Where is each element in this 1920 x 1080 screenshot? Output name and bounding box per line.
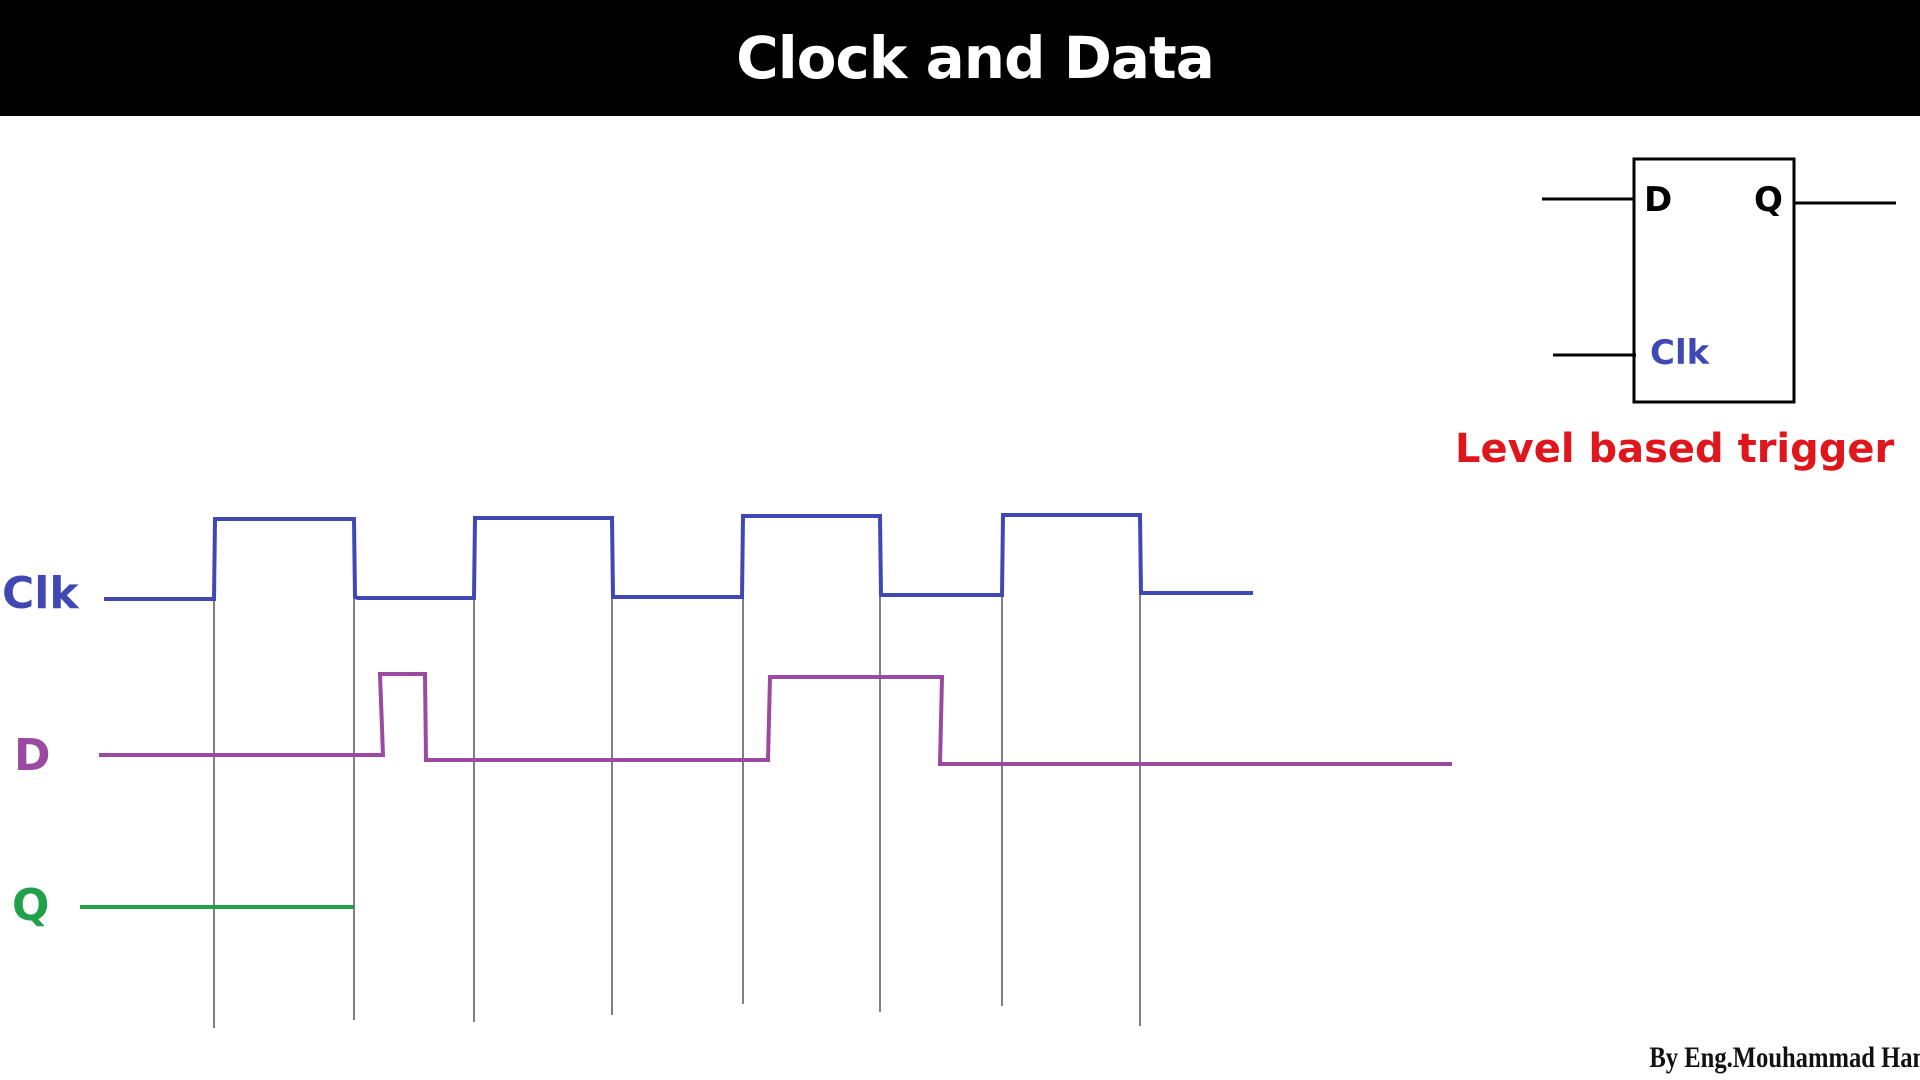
- signal-label-clk: Clk: [2, 568, 80, 619]
- author-credit: By Eng.Mouhammad Hamsho: [1649, 1041, 1920, 1074]
- flipflop-d-label: D: [1644, 180, 1672, 220]
- page-title: Clock and Data: [736, 24, 1215, 92]
- trigger-caption: Level based trigger: [1455, 426, 1895, 472]
- flipflop-clk-label: Clk: [1650, 333, 1711, 373]
- flipflop-symbol: D Q Clk: [1542, 157, 1896, 404]
- signal-label-q: Q: [12, 880, 49, 931]
- d-waveform: [99, 672, 1452, 766]
- flipflop-box: [1632, 157, 1796, 404]
- signal-label-d: D: [14, 730, 51, 781]
- clk-waveform: [104, 513, 1253, 601]
- title-bar: Clock and Data: [0, 0, 1920, 116]
- flipflop-q-label: Q: [1754, 180, 1783, 220]
